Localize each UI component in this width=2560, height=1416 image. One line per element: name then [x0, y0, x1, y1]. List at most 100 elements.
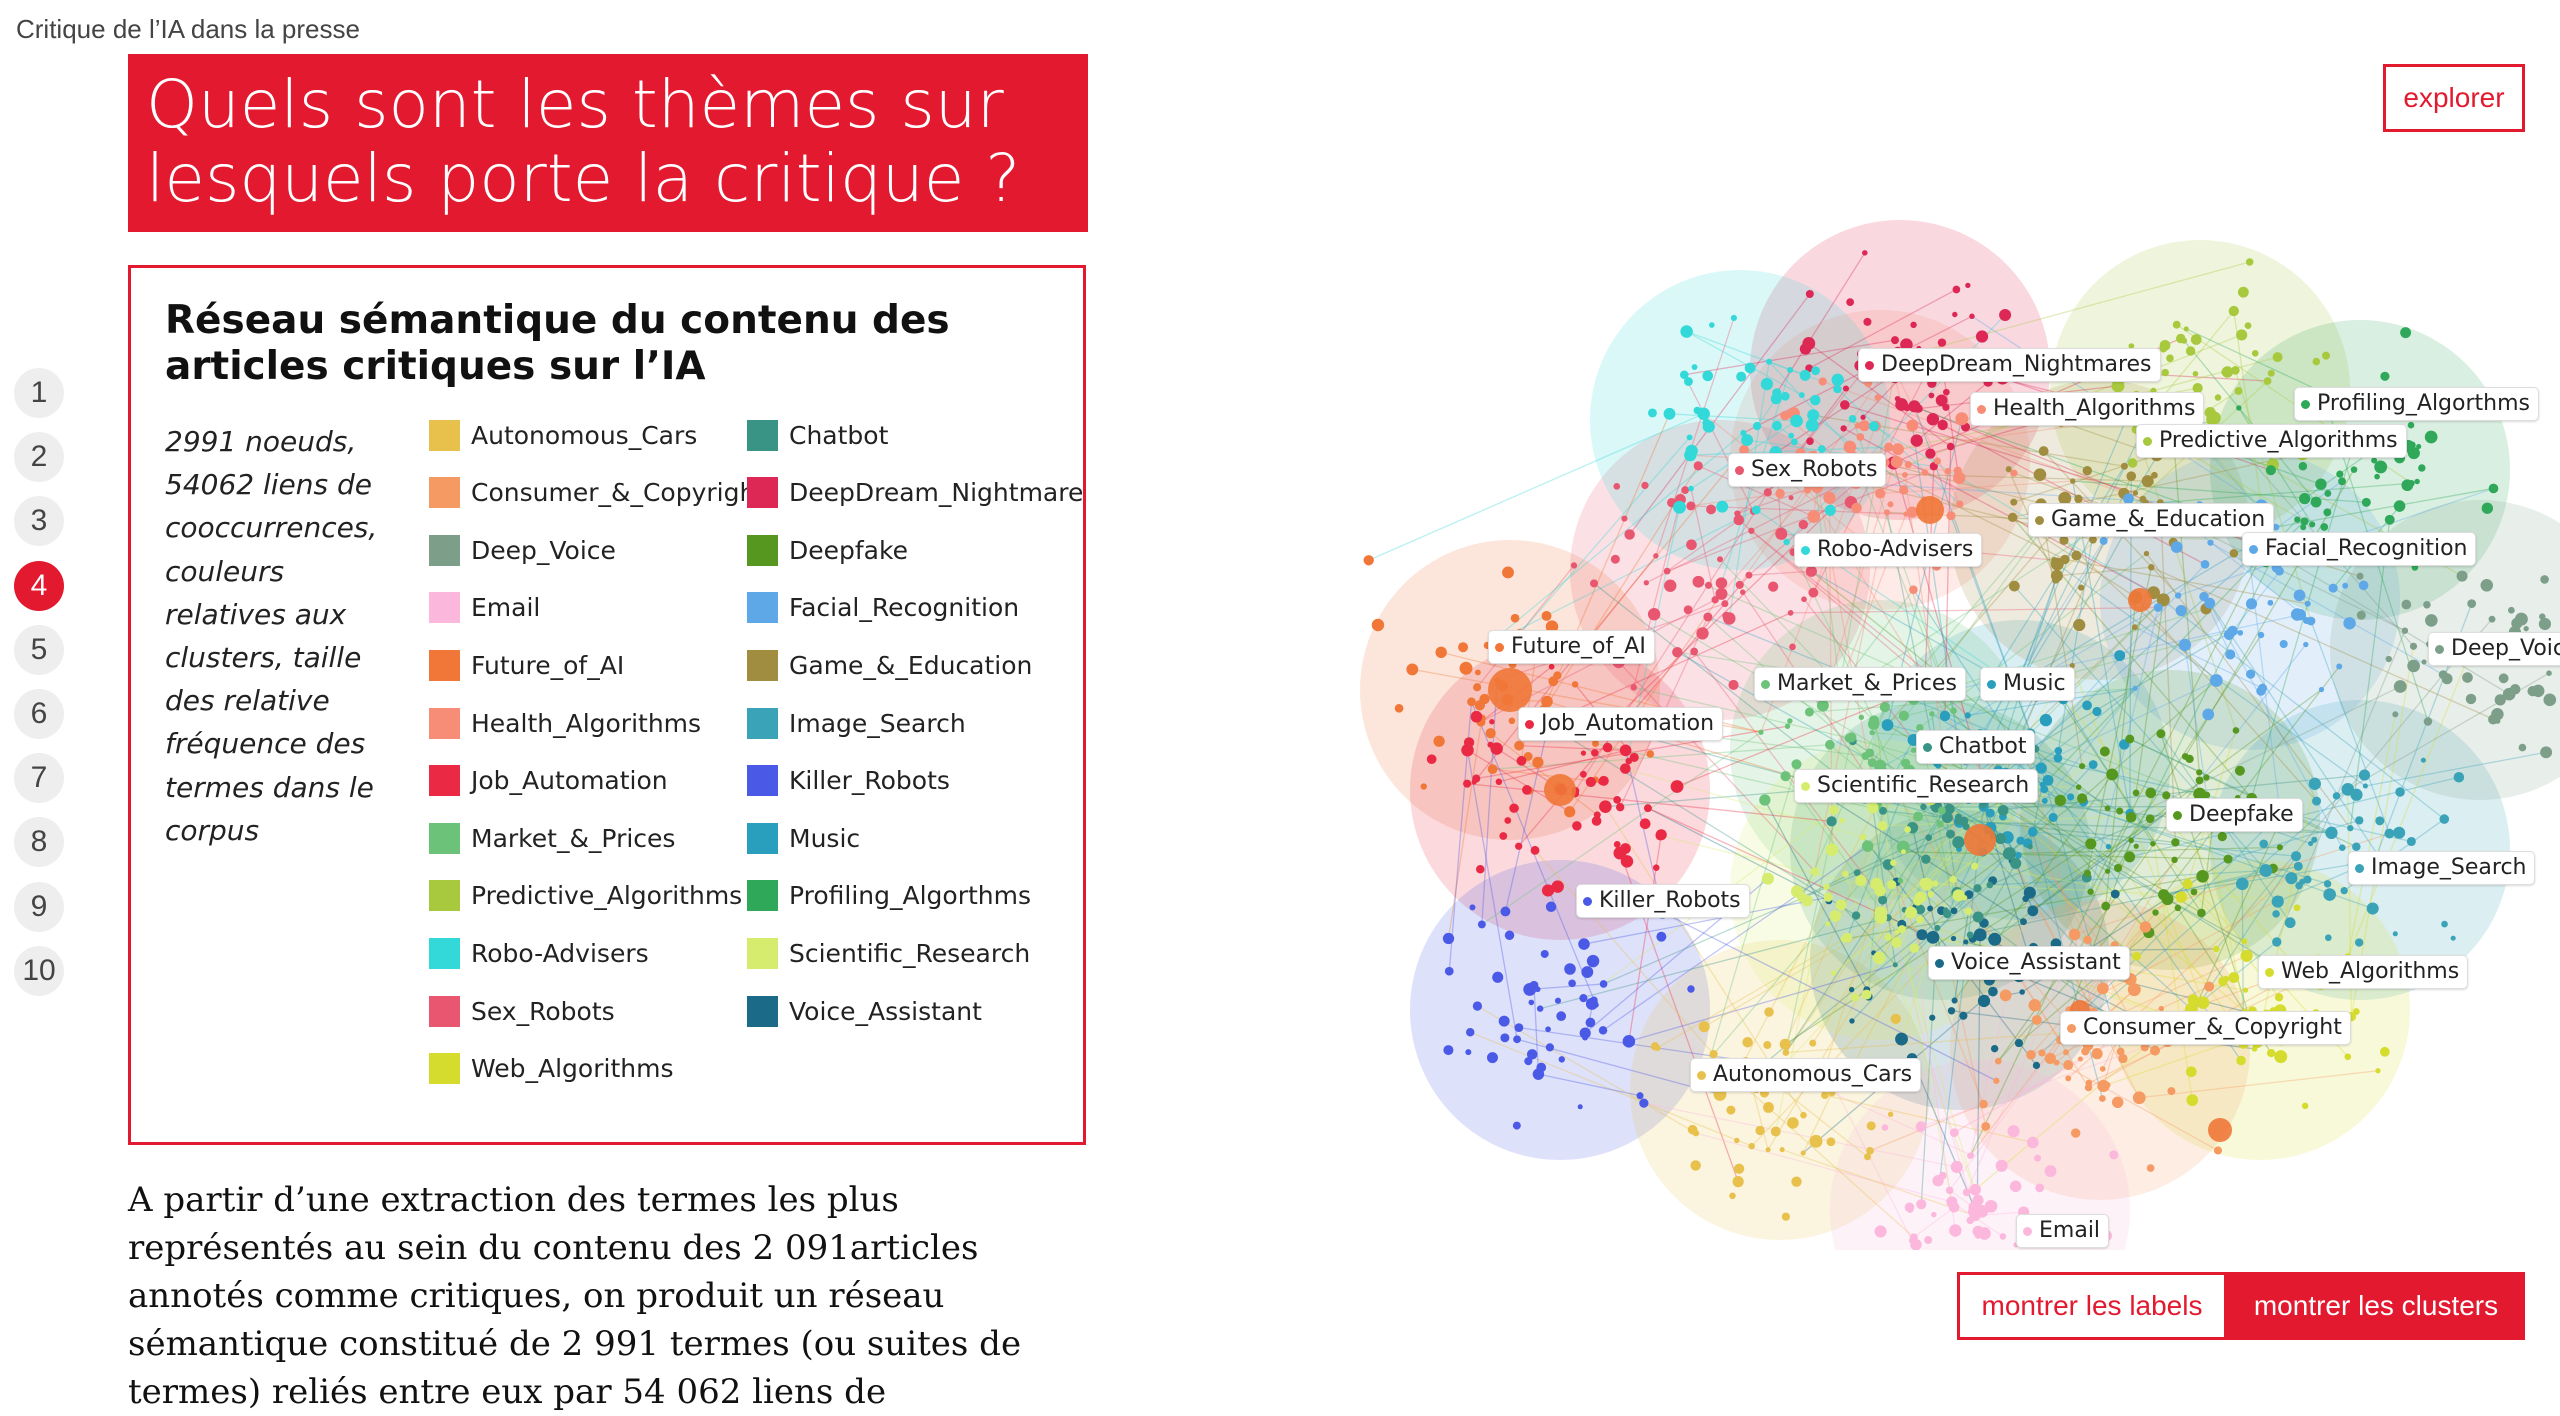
cluster-label[interactable]: Web_Algorithms — [2258, 955, 2468, 989]
legend-label: Market_&_Prices — [471, 824, 675, 853]
legend-item: DeepDream_Nightmare — [747, 476, 1083, 510]
legend-label: Killer_Robots — [789, 766, 950, 795]
cluster-label[interactable]: DeepDream_Nightmares — [1858, 348, 2161, 382]
step-button[interactable]: 7 — [14, 753, 64, 803]
legend-item: Email — [429, 591, 540, 625]
legend-swatch — [429, 765, 460, 796]
legend-label: Voice_Assistant — [789, 997, 982, 1026]
legend-label: Email — [471, 593, 540, 622]
legend-label: Chatbot — [789, 421, 888, 450]
cluster-label[interactable]: Sex_Robots — [1728, 453, 1886, 487]
cluster-label[interactable]: Scientific_Research — [1794, 769, 2038, 803]
cluster-label[interactable]: Chatbot — [1916, 730, 2035, 764]
cluster-label[interactable]: Deepfake — [2166, 798, 2303, 832]
legend-title: Réseau sémantique du contenu des article… — [165, 298, 1025, 390]
step-button[interactable]: 9 — [14, 882, 64, 932]
legend-item: Job_Automation — [429, 764, 668, 798]
cluster-label-text: Voice_Assistant — [1951, 949, 2121, 977]
cluster-dot — [1801, 782, 1810, 791]
cluster-dot — [2249, 545, 2258, 554]
cluster-label[interactable]: Facial_Recognition — [2242, 532, 2476, 566]
legend-swatch — [429, 420, 460, 451]
cluster-dot — [2173, 811, 2182, 820]
cluster-label[interactable]: Email — [2016, 1214, 2109, 1248]
cluster-label[interactable]: Autonomous_Cars — [1690, 1058, 1921, 1092]
cluster-label-text: Job_Automation — [1541, 710, 1714, 738]
legend-item: Chatbot — [747, 418, 888, 452]
legend-label: Facial_Recognition — [789, 593, 1019, 622]
cluster-dot — [1495, 643, 1504, 652]
show-labels-button[interactable]: montrer les labels — [1957, 1272, 2227, 1340]
legend-swatch — [429, 996, 460, 1027]
cluster-dot — [1935, 959, 1944, 968]
legend-item: Killer_Robots — [747, 764, 950, 798]
cluster-label[interactable]: Consumer_&_Copyright — [2060, 1011, 2351, 1045]
legend-swatch — [747, 420, 778, 451]
semantic-network[interactable]: DeepDream_Nightmares Health_Algorithms Pro… — [1260, 130, 2560, 1250]
cluster-dot — [1977, 405, 1986, 414]
legend-label: Music — [789, 824, 860, 853]
legend-label: Health_Algorithms — [471, 709, 701, 738]
step-button[interactable]: 1 — [14, 368, 64, 418]
legend-label: Web_Algorithms — [471, 1054, 673, 1083]
cluster-dot — [1761, 680, 1770, 689]
legend-label: Deepfake — [789, 536, 908, 565]
step-button[interactable]: 5 — [14, 625, 64, 675]
legend-item: Image_Search — [747, 706, 966, 740]
cluster-label-text: Killer_Robots — [1599, 887, 1741, 915]
cluster-label[interactable]: Deep_Voic — [2428, 632, 2560, 666]
cluster-dot — [2023, 1227, 2032, 1236]
step-button[interactable]: 4 — [14, 561, 64, 611]
cluster-label[interactable]: Job_Automation — [1518, 707, 1723, 741]
step-button[interactable]: 10 — [14, 946, 64, 996]
legend-label: Image_Search — [789, 709, 966, 738]
cluster-label[interactable]: Image_Search — [2348, 851, 2535, 885]
legend-swatch — [747, 708, 778, 739]
cluster-dot — [1801, 546, 1810, 555]
show-clusters-button[interactable]: montrer les clusters — [2227, 1272, 2525, 1340]
step-button[interactable]: 8 — [14, 817, 64, 867]
cluster-dot — [1865, 361, 1874, 370]
legend-item: Sex_Robots — [429, 994, 615, 1028]
explore-button[interactable]: explorer — [2383, 64, 2525, 132]
cluster-label-text: Market_&_Prices — [1777, 670, 1957, 698]
cluster-label[interactable]: Killer_Robots — [1576, 884, 1750, 918]
cluster-label[interactable]: Future_of_AI — [1488, 630, 1655, 664]
cluster-label-text: Sex_Robots — [1751, 456, 1877, 484]
legend-item: Autonomous_Cars — [429, 418, 697, 452]
legend-item: Market_&_Prices — [429, 821, 675, 855]
legend-label: Deep_Voice — [471, 536, 616, 565]
cluster-label-text: Consumer_&_Copyright — [2083, 1014, 2342, 1042]
legend-swatch — [429, 938, 460, 969]
legend-swatch — [429, 880, 460, 911]
cluster-dot — [1697, 1071, 1706, 1080]
legend-swatch — [747, 996, 778, 1027]
cluster-label-text: Deepfake — [2189, 801, 2294, 829]
cluster-dot — [1987, 680, 1996, 689]
legend-swatch — [747, 765, 778, 796]
cluster-label-text: Scientific_Research — [1817, 772, 2029, 800]
cluster-label[interactable]: Robo-Advisers — [1794, 533, 1982, 567]
cluster-label[interactable]: Profiling_Algorthms — [2294, 387, 2539, 421]
cluster-label-text: Robo-Advisers — [1817, 536, 1973, 564]
legend-label: Profiling_Algorthms — [789, 881, 1031, 910]
cluster-label[interactable]: Music — [1980, 667, 2075, 701]
cluster-label-text: Future_of_AI — [1511, 633, 1646, 661]
cluster-label[interactable]: Health_Algorithms — [1970, 392, 2204, 426]
cluster-label-text: Health_Algorithms — [1993, 395, 2195, 423]
step-button[interactable]: 2 — [14, 432, 64, 482]
step-button[interactable]: 3 — [14, 496, 64, 546]
legend-label: Predictive_Algorithms — [471, 881, 742, 910]
cluster-label[interactable]: Voice_Assistant — [1928, 946, 2130, 980]
heading-line-2: lesquels porte la critique ? — [146, 142, 1070, 216]
cluster-label-text: Web_Algorithms — [2281, 958, 2459, 986]
cluster-label-text: Autonomous_Cars — [1713, 1061, 1912, 1089]
legend-swatch — [429, 1053, 460, 1084]
cluster-label[interactable]: Market_&_Prices — [1754, 667, 1966, 701]
cluster-label[interactable]: Game_&_Education — [2028, 503, 2274, 537]
step-button[interactable]: 6 — [14, 689, 64, 739]
cluster-dot — [2143, 437, 2152, 446]
legend-label: Autonomous_Cars — [471, 421, 697, 450]
cluster-dot — [2435, 645, 2444, 654]
cluster-label[interactable]: Predictive_Algorithms — [2136, 424, 2407, 458]
